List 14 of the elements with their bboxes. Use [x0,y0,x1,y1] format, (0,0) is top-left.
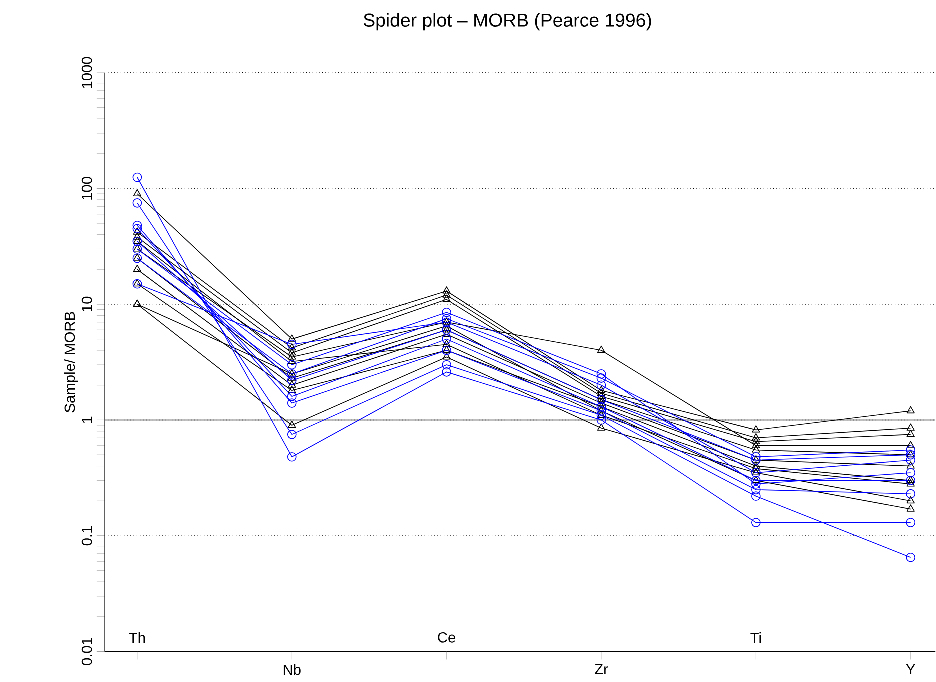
y-tick-label: 1000 [82,57,92,88]
x-tick-label: Th [129,632,146,644]
x-tick-label: Nb [284,664,301,676]
y-tick-label: 100 [82,177,92,200]
chart-title: Spider plot – MORB (Pearce 1996) [364,13,652,31]
y-tick-label: 0.01 [82,638,92,666]
x-tick-label: Zr [595,664,608,675]
x-tick-label: Ce [438,632,456,643]
y-tick-label: 1 [82,416,92,424]
y-axis-title: Sample/ MORB [64,312,78,413]
y-tick-label: 10 [82,297,92,312]
x-tick-label: Y [906,664,916,675]
y-tick-label: 0.1 [82,526,92,546]
x-tick-label: Ti [750,632,762,644]
